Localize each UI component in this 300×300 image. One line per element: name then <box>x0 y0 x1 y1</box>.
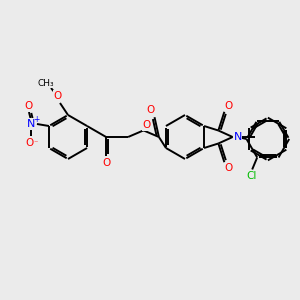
Text: ⁻: ⁻ <box>34 139 38 148</box>
Text: O: O <box>142 120 151 130</box>
Text: O: O <box>102 158 110 168</box>
Text: O: O <box>26 138 34 148</box>
Text: +: + <box>33 115 39 124</box>
Text: O: O <box>25 101 33 111</box>
Text: Cl: Cl <box>246 172 256 182</box>
Text: N: N <box>233 132 242 142</box>
Text: CH₃: CH₃ <box>38 79 54 88</box>
Text: O: O <box>146 105 154 115</box>
Text: O: O <box>54 91 62 101</box>
Text: N: N <box>27 119 35 129</box>
Text: O: O <box>224 163 232 173</box>
Text: O: O <box>224 101 232 111</box>
